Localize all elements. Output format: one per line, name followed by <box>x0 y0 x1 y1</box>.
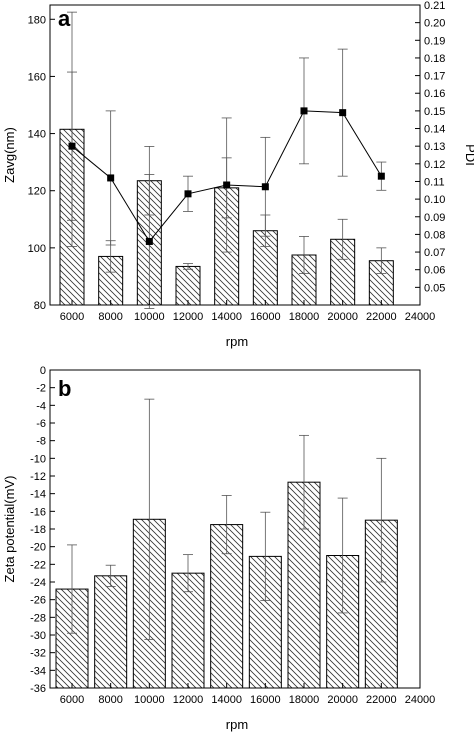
x-tick-label: 18000 <box>289 311 320 323</box>
x-tick-label: 20000 <box>327 694 358 706</box>
y2-axis-label-a: PDI <box>463 144 474 166</box>
y2-tick-label: 0.11 <box>424 176 445 188</box>
y2-tick-label: 0.16 <box>424 88 445 100</box>
y-tick-label: -26 <box>30 595 46 607</box>
pdi-point <box>107 174 115 182</box>
x-tick-label: 10000 <box>134 311 165 323</box>
y2-tick-label: 0.13 <box>424 141 445 153</box>
pdi-point <box>300 107 308 115</box>
y-tick-label: 100 <box>28 243 46 255</box>
y-tick-label: -34 <box>30 665 46 677</box>
x-tick-label: 8000 <box>98 694 122 706</box>
y2-tick-label: 0.20 <box>424 18 445 30</box>
y-ticks-a: 80 100 120 140 160 180 <box>28 14 55 312</box>
x-axis-label-b: rpm <box>226 717 248 732</box>
bar <box>94 575 128 689</box>
y2-tick-label: 0.17 <box>424 71 445 83</box>
pdi-point <box>68 142 76 150</box>
y2-tick-label: 0.12 <box>424 159 445 171</box>
y-tick-label: -18 <box>30 524 46 536</box>
y2-tick-label: 0.21 <box>424 0 445 12</box>
y-tick-label: -36 <box>30 683 46 695</box>
y2-tick-label: 0.10 <box>424 194 445 206</box>
y2-tick-label: 0.18 <box>424 53 445 65</box>
y2-tick-label: 0.05 <box>424 282 445 294</box>
y-tick-label: 80 <box>34 300 46 312</box>
pdi-point <box>339 109 347 117</box>
y-axis-label-a: Zavg(nm) <box>2 127 17 183</box>
bar <box>175 265 201 306</box>
y-tick-label: 160 <box>28 71 46 83</box>
pdi-point <box>261 183 269 191</box>
x-tick-label: 10000 <box>134 694 165 706</box>
y2-tick-label: 0.14 <box>424 124 445 136</box>
y2-tick-label: 0.06 <box>424 265 445 277</box>
y-tick-label: -2 <box>36 383 46 395</box>
x-tick-label: 16000 <box>250 694 281 706</box>
y-tick-label: -6 <box>36 418 46 430</box>
x-tick-label: 14000 <box>211 311 242 323</box>
x-tick-label: 24000 <box>405 311 436 323</box>
x-tick-label: 12000 <box>173 694 204 706</box>
pdi-series-a <box>67 48 387 309</box>
y-tick-label: -20 <box>30 542 46 554</box>
x-tick-label: 8000 <box>98 311 122 323</box>
y-ticks-b: 0 -2 -4 -6 -8 -10 -12 -14 -16 -18 -20 -22 -24 -26 -28 -… <box>30 365 55 695</box>
panel-label-b: b <box>58 376 71 401</box>
panel-label-a: a <box>58 6 71 31</box>
pdi-point <box>377 172 385 180</box>
pdi-point <box>223 181 231 189</box>
y2-tick-label: 0.07 <box>424 247 445 259</box>
y-tick-label: 140 <box>28 129 46 141</box>
y2-tick-label: 0.19 <box>424 35 445 47</box>
y2-tick-label: 0.09 <box>424 212 445 224</box>
y-tick-label: -30 <box>30 630 46 642</box>
x-ticks-a: 6000 8000 10000 12000 14000 16000 18000 20000 22… <box>60 300 436 323</box>
x-axis-label-a: rpm <box>226 334 248 349</box>
x-tick-label: 22000 <box>366 694 397 706</box>
y-tick-label: -14 <box>30 489 46 501</box>
x-tick-label: 6000 <box>60 311 84 323</box>
y-tick-label: -22 <box>30 559 46 571</box>
y-tick-label: 180 <box>28 14 46 26</box>
y-tick-label: 120 <box>28 186 46 198</box>
pdi-point <box>184 190 192 198</box>
y-tick-label: -10 <box>30 453 46 465</box>
x-tick-label: 14000 <box>211 694 242 706</box>
x-tick-label: 16000 <box>250 311 281 323</box>
x-tick-label: 24000 <box>405 694 436 706</box>
x-tick-label: 6000 <box>60 694 84 706</box>
y2-tick-label: 0.08 <box>424 229 445 241</box>
pdi-point <box>145 237 153 245</box>
x-tick-label: 22000 <box>366 311 397 323</box>
bar-series-b <box>55 398 398 689</box>
y2-tick-label: 0.15 <box>424 106 445 118</box>
y-axis-label-b: Zeta potential(mV) <box>2 476 17 583</box>
y-tick-label: -16 <box>30 506 46 518</box>
y-tick-label: -4 <box>36 400 46 412</box>
x-tick-label: 18000 <box>289 694 320 706</box>
y-tick-label: -32 <box>30 648 46 660</box>
y2-ticks-a: 0.05 0.06 0.07 0.08 0.09 0.10 0.11 0.12 0.13 0.14… <box>415 0 445 294</box>
y-tick-label: -8 <box>36 436 46 448</box>
chart-panel-b: b Zeta potential(mV) rpm 6000 8000 10000 12… <box>2 365 435 732</box>
x-tick-label: 12000 <box>173 311 204 323</box>
y-tick-label: -28 <box>30 612 46 624</box>
y-tick-label: 0 <box>40 365 46 377</box>
y-tick-label: -12 <box>30 471 46 483</box>
x-ticks-b: 6000 8000 10000 12000 14000 16000 18000 20000 22… <box>60 683 436 706</box>
x-tick-label: 20000 <box>327 311 358 323</box>
chart-panel-a: a Zavg(nm) PDI rpm 6000 8000 10000 12000 140… <box>2 0 474 349</box>
y-tick-label: -24 <box>30 577 46 589</box>
